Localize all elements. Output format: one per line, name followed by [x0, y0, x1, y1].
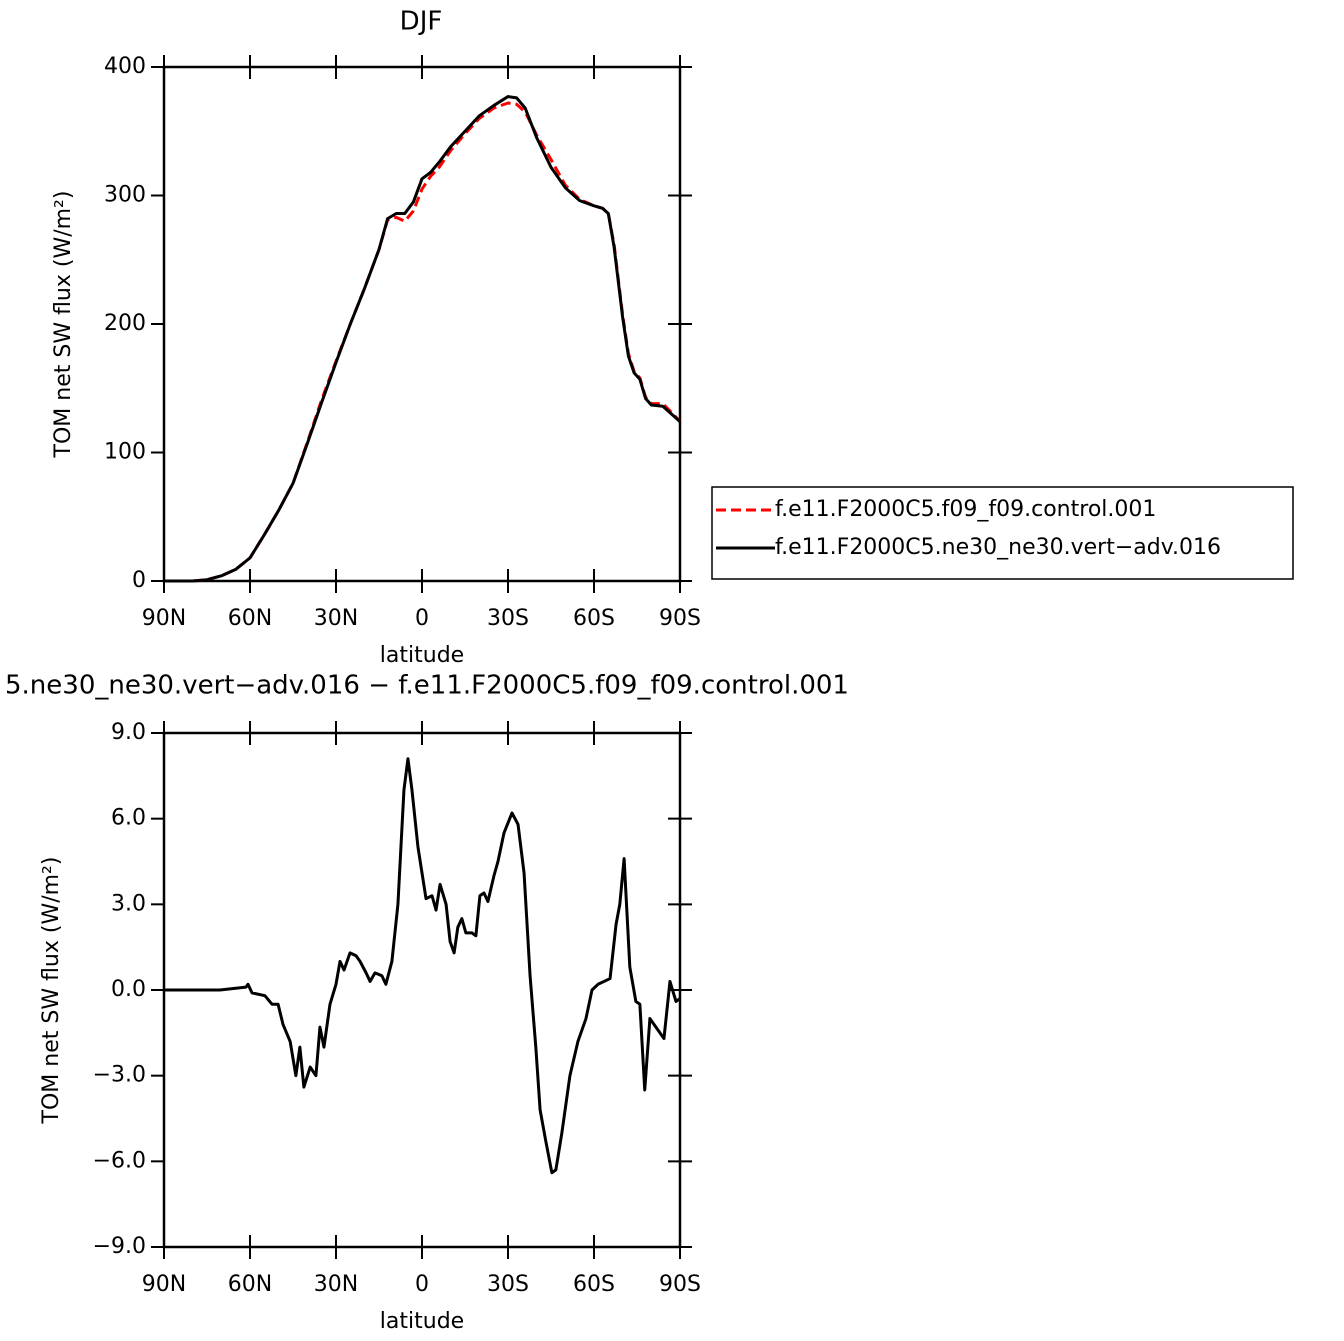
x-tick-label: 30N	[314, 1272, 358, 1297]
x-axis-label: latitude	[380, 643, 464, 668]
x-tick-label: 90N	[142, 606, 186, 631]
x-tick-label: 60N	[228, 606, 272, 631]
y-tick-label: 0	[132, 568, 146, 593]
x-axis-label: latitude	[380, 1309, 464, 1334]
x-tick-label: 90N	[142, 1272, 186, 1297]
x-tick-label: 0	[415, 606, 429, 631]
x-tick-label: 60N	[228, 1272, 272, 1297]
plot-frame	[162, 65, 682, 583]
x-tick-label: 90S	[659, 606, 701, 631]
data-line	[164, 95, 682, 583]
y-tick-label: 3.0	[111, 891, 146, 916]
chart-title: 5.ne30_ne30.vert−adv.016 − f.e11.F2000C5…	[5, 671, 849, 701]
legend-box	[711, 486, 1294, 580]
x-tick-label: 30N	[314, 606, 358, 631]
x-tick-label: 30S	[487, 1272, 529, 1297]
y-tick-label: 6.0	[111, 806, 146, 831]
y-tick-label: −3.0	[93, 1063, 146, 1088]
y-tick-label: −6.0	[93, 1148, 146, 1173]
y-tick-label: 200	[104, 311, 146, 336]
legend-label: f.e11.F2000C5.ne30_ne30.vert−adv.016	[775, 535, 1221, 560]
legend-label: f.e11.F2000C5.f09_f09.control.001	[775, 497, 1156, 522]
y-tick-label: 100	[104, 440, 146, 465]
plot-frame	[162, 731, 682, 1249]
x-tick-label: 60S	[573, 1272, 615, 1297]
x-tick-label: 30S	[487, 606, 529, 631]
y-axis-label: TOM net SW flux (W/m²)	[51, 191, 76, 459]
x-tick-label: 60S	[573, 606, 615, 631]
y-axis-label: TOM net SW flux (W/m²)	[39, 857, 64, 1125]
data-line	[164, 101, 682, 583]
chart-title: DJF	[400, 7, 443, 37]
y-tick-label: −9.0	[93, 1234, 146, 1259]
y-tick-label: 0.0	[111, 977, 146, 1002]
data-line	[164, 757, 681, 1175]
x-tick-label: 90S	[659, 1272, 701, 1297]
x-tick-label: 0	[415, 1272, 429, 1297]
y-tick-label: 400	[104, 54, 146, 79]
y-tick-label: 300	[104, 183, 146, 208]
y-tick-label: 9.0	[111, 720, 146, 745]
